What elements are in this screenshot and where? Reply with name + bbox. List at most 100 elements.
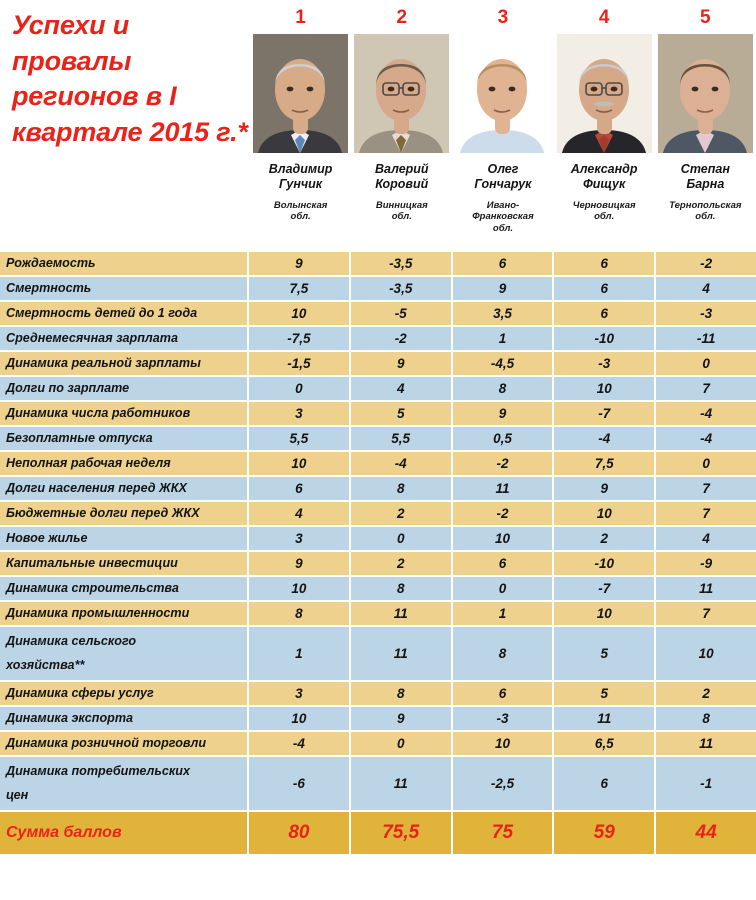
cell-r4-c4: -10 [552, 327, 654, 350]
cell-r10-c1: 6 [247, 477, 349, 500]
person-name-1: Владимир Гунчик [268, 162, 333, 191]
row-label: Смертность детей до 1 года [6, 305, 198, 320]
cell-r7-c4: -7 [552, 402, 654, 425]
total-cell-c5: 44 [654, 812, 756, 854]
cell-r16-c3: 8 [450, 627, 553, 680]
table-row: Динамика розничной торговли -4 0 10 6,5 11 [0, 732, 756, 757]
cell-r1-c5: -2 [654, 252, 756, 275]
cell-r8-c2: 5,5 [348, 427, 451, 450]
cell-r7-c1: 3 [247, 402, 349, 425]
cell-r2-c3: 9 [450, 277, 553, 300]
table-row: Динамика реальной зарплаты -1,5 9 -4,5 -3 0 [0, 352, 756, 377]
row-label: Динамика промышленности [6, 605, 190, 620]
cell-r6-c2: 4 [348, 377, 451, 400]
person-photo-3 [455, 34, 551, 153]
cell-r12-c1: 3 [247, 527, 349, 550]
person-rank-2: 2 [396, 7, 408, 28]
cell-r19-c1: -4 [247, 732, 349, 755]
row-label: Динамика розничной торговли [6, 735, 207, 750]
person-region-1: Волынская обл. [273, 199, 328, 223]
cell-r12-c3: 10 [450, 527, 553, 550]
scores-table: Рождаемость 9 -3,5 6 6 -2 Смертность 7,5 -3,5 9 6 4… [0, 252, 756, 854]
row-label: Динамика экспорта [6, 710, 134, 725]
cell-r17-c5: 2 [654, 682, 756, 705]
cell-r13-c5: -9 [654, 552, 756, 575]
person-photo-2 [354, 34, 450, 153]
cell-r10-c5: 7 [654, 477, 756, 500]
row-label: Смертность [6, 280, 92, 295]
cell-r12-c5: 4 [654, 527, 756, 550]
cell-r10-c2: 8 [348, 477, 451, 500]
person-rank-3: 3 [497, 7, 509, 28]
cell-r8-c5: -4 [654, 427, 756, 450]
cell-r3-c1: 10 [247, 302, 349, 325]
cell-r14-c2: 8 [348, 577, 451, 600]
person-name-4: Александр Фищук [570, 162, 638, 191]
row-label: Неполная рабочая неделя [6, 455, 171, 470]
cell-r8-c4: -4 [552, 427, 654, 450]
table-total-row: Сумма баллов 80 75,5 75 59 44 [0, 812, 756, 854]
cell-r17-c4: 5 [552, 682, 654, 705]
cell-r17-c3: 6 [450, 682, 553, 705]
person-photo-5 [657, 34, 753, 153]
cell-r6-c3: 8 [450, 377, 553, 400]
cell-r18-c3: -3 [450, 707, 553, 730]
cell-r12-c2: 0 [348, 527, 451, 550]
cell-r19-c2: 0 [348, 732, 451, 755]
person-column-4: 4 Александр Фищук Черновицкая обл. [554, 0, 655, 248]
cell-r9-c5: 0 [654, 452, 756, 475]
cell-r14-c3: 0 [450, 577, 553, 600]
cell-r12-c4: 2 [552, 527, 654, 550]
cell-r2-c1: 7,5 [247, 277, 349, 300]
cell-r19-c5: 11 [654, 732, 756, 755]
person-column-2: 2 Валерий Коровий Винницкая обл. [351, 0, 452, 248]
table-row: Динамика строительства 10 8 0 -7 11 [0, 577, 756, 602]
table-row: Неполная рабочая неделя 10 -4 -2 7,5 0 [0, 452, 756, 477]
cell-r15-c4: 10 [552, 602, 654, 625]
cell-r6-c5: 7 [654, 377, 756, 400]
cell-r5-c1: -1,5 [247, 352, 349, 375]
cell-r4-c3: 1 [450, 327, 553, 350]
cell-r20-c2: 11 [348, 757, 451, 810]
cell-r3-c2: -5 [348, 302, 451, 325]
total-cell-c1: 80 [247, 812, 349, 854]
cell-r4-c2: -2 [348, 327, 451, 350]
table-row: Долги населения перед ЖКХ 6 8 11 9 7 [0, 477, 756, 502]
table-row: Бюджетные долги перед ЖКХ 4 2 -2 10 7 [0, 502, 756, 527]
cell-r18-c2: 9 [348, 707, 451, 730]
row-label: Динамика сферы услуг [6, 685, 154, 700]
person-name-3: Олег Гончарук [474, 162, 532, 191]
row-label: Новое жилье [6, 530, 88, 545]
person-region-3: Ивано- Франковская обл. [472, 199, 534, 234]
person-column-5: 5 Степан Барна Тернопольская обл. [655, 0, 756, 248]
page-title: Успехи и провалы регионов в I квартале 2… [12, 10, 248, 147]
cell-r7-c5: -4 [654, 402, 756, 425]
table-row: Смертность 7,5 -3,5 9 6 4 [0, 277, 756, 302]
cell-r5-c5: 0 [654, 352, 756, 375]
row-label: Динамика сельского хозяйства** [6, 634, 137, 672]
total-cell-c3: 75 [450, 812, 553, 854]
cell-r19-c3: 10 [450, 732, 553, 755]
cell-r7-c2: 5 [348, 402, 451, 425]
cell-r15-c2: 11 [348, 602, 451, 625]
person-name-2: Валерий Коровий [374, 162, 429, 191]
cell-r1-c1: 9 [247, 252, 349, 275]
person-rank-1: 1 [295, 7, 306, 28]
cell-r17-c1: 3 [247, 682, 349, 705]
table-row: Динамика экспорта 10 9 -3 11 8 [0, 707, 756, 732]
cell-r18-c5: 8 [654, 707, 756, 730]
cell-r3-c4: 6 [552, 302, 654, 325]
cell-r1-c2: -3,5 [348, 252, 451, 275]
cell-r14-c1: 10 [247, 577, 349, 600]
table-row: Безоплатные отпуска 5,5 5,5 0,5 -4 -4 [0, 427, 756, 452]
total-cell-c4: 59 [552, 812, 654, 854]
cell-r8-c3: 0,5 [450, 427, 553, 450]
cell-r11-c2: 2 [348, 502, 451, 525]
cell-r16-c5: 10 [654, 627, 756, 680]
table-row: Рождаемость 9 -3,5 6 6 -2 [0, 252, 756, 277]
cell-r5-c2: 9 [348, 352, 451, 375]
person-photo-1 [253, 34, 349, 153]
cell-r9-c1: 10 [247, 452, 349, 475]
cell-r14-c5: 11 [654, 577, 756, 600]
cell-r13-c3: 6 [450, 552, 553, 575]
